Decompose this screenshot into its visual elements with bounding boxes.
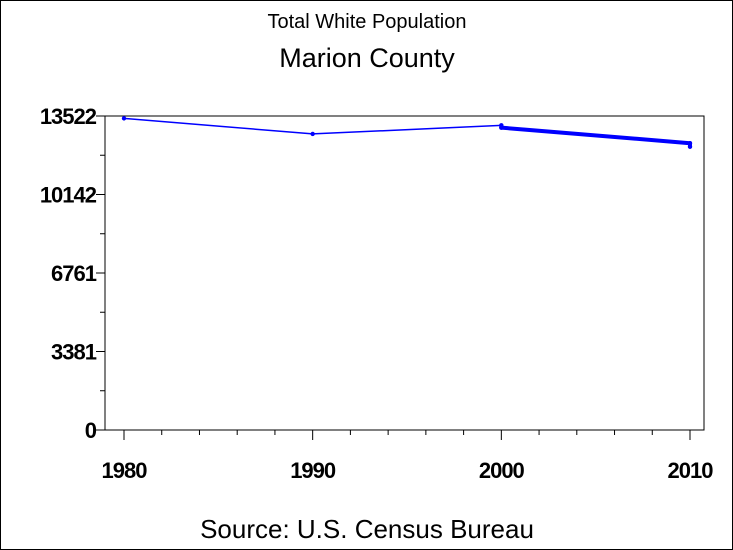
y-tick-label: 6761: [51, 261, 97, 286]
y-tick-label: 13522: [40, 104, 97, 129]
series-group: [121, 116, 693, 149]
source-note: Source: U.S. Census Bureau: [200, 514, 534, 544]
series-line-segment: [123, 117, 314, 135]
data-point: [687, 144, 693, 149]
data-point: [310, 131, 315, 137]
x-tick-label: 2010: [668, 458, 714, 483]
series-line-segment: [499, 125, 692, 146]
y-tick-label: 3381: [51, 339, 97, 364]
y-tick-label: 0: [85, 418, 97, 443]
x-tick-label: 1990: [290, 458, 336, 483]
chart-subtitle: Marion County: [279, 43, 455, 73]
y-axis: 0 3381 6761 10142 13522: [40, 104, 105, 443]
x-tick-label: 1980: [102, 458, 148, 483]
data-point: [499, 125, 504, 130]
data-point: [687, 141, 693, 146]
series-line-segment: [311, 124, 503, 135]
x-axis: 1980 1990 2000 2010: [102, 430, 714, 483]
plot-area: [104, 115, 705, 431]
chart-title: Total White Population: [267, 11, 466, 33]
data-point: [121, 116, 127, 121]
x-tick-label: 2000: [479, 458, 525, 483]
y-tick-label: 10142: [40, 182, 97, 207]
